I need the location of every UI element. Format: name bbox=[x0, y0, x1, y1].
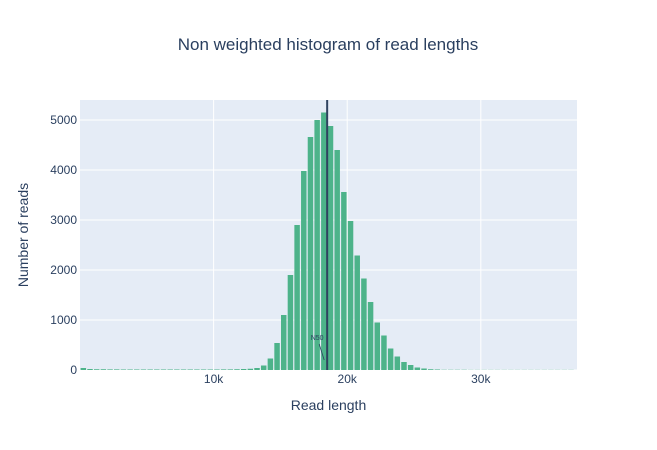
histogram-bar bbox=[220, 369, 227, 370]
histogram-bar bbox=[394, 356, 401, 370]
histogram-bar bbox=[274, 343, 280, 370]
histogram-bar bbox=[127, 369, 133, 370]
y-tick-label: 4000 bbox=[50, 163, 77, 177]
histogram-bar bbox=[187, 369, 193, 370]
y-tick-label: 5000 bbox=[50, 113, 77, 127]
histogram-bar bbox=[281, 315, 287, 370]
histogram-bar bbox=[287, 275, 294, 370]
chart-title: Non weighted histogram of read lengths bbox=[178, 35, 479, 54]
histogram-bar bbox=[107, 369, 113, 370]
histogram-bar bbox=[87, 369, 93, 370]
histogram-bar bbox=[174, 369, 180, 370]
histogram-bar bbox=[367, 302, 374, 370]
x-tick-label: 30k bbox=[471, 372, 491, 386]
histogram-bar bbox=[434, 369, 441, 370]
n50-label: N50 bbox=[311, 335, 324, 342]
histogram-bar bbox=[227, 369, 234, 370]
histogram-bar bbox=[247, 368, 254, 370]
histogram-bar bbox=[214, 369, 220, 370]
histogram-bar bbox=[140, 369, 147, 370]
x-axis-ticks: 10k 20k 30k bbox=[204, 372, 492, 386]
histogram-bar bbox=[301, 171, 307, 370]
histogram-bar bbox=[120, 369, 127, 370]
y-axis-ticks: 0 1000 2000 3000 4000 5000 bbox=[50, 113, 77, 377]
histogram-bar bbox=[427, 369, 434, 370]
histogram-bar bbox=[267, 358, 274, 370]
histogram-bar bbox=[154, 369, 160, 370]
histogram-bar bbox=[414, 367, 421, 370]
histogram-bar bbox=[200, 369, 207, 370]
histogram-bar bbox=[207, 369, 214, 370]
histogram-bar bbox=[240, 369, 247, 370]
y-tick-label: 0 bbox=[70, 363, 77, 377]
histogram-bar bbox=[180, 369, 187, 370]
histogram-bar bbox=[260, 365, 267, 370]
y-tick-label: 2000 bbox=[50, 263, 77, 277]
x-tick-label: 10k bbox=[204, 372, 224, 386]
histogram-bar bbox=[374, 322, 381, 370]
y-axis-title: Number of reads bbox=[15, 183, 31, 287]
histogram-bar bbox=[93, 369, 100, 370]
histogram-bar bbox=[341, 192, 347, 370]
histogram-bar bbox=[160, 369, 167, 370]
histogram-bar bbox=[294, 225, 300, 370]
histogram-bar bbox=[361, 278, 367, 370]
n50-arrow bbox=[318, 343, 325, 361]
histogram-bar bbox=[347, 221, 354, 370]
histogram-bar bbox=[381, 335, 387, 370]
histogram-bar bbox=[387, 348, 394, 370]
histogram-bar bbox=[147, 369, 153, 370]
histogram-bar bbox=[307, 137, 314, 370]
histogram-bar bbox=[194, 369, 200, 370]
y-tick-label: 3000 bbox=[50, 213, 77, 227]
histogram-bar bbox=[234, 369, 240, 370]
histogram-bar bbox=[314, 120, 320, 370]
histogram-bar bbox=[407, 365, 414, 370]
histogram-bar bbox=[354, 255, 360, 370]
histogram-bar bbox=[254, 368, 260, 370]
histogram-bar bbox=[100, 369, 107, 370]
bars bbox=[80, 112, 574, 370]
histogram-bar bbox=[167, 369, 173, 370]
x-axis-title: Read length bbox=[291, 397, 367, 413]
histogram-bar bbox=[401, 362, 407, 370]
histogram-bar bbox=[114, 369, 120, 370]
x-tick-label: 20k bbox=[338, 372, 358, 386]
y-tick-label: 1000 bbox=[50, 313, 77, 327]
histogram-bar bbox=[321, 112, 327, 370]
histogram-bar bbox=[327, 126, 334, 370]
histogram-bar bbox=[334, 150, 340, 370]
histogram-bar bbox=[134, 369, 140, 370]
histogram-bar bbox=[80, 368, 87, 370]
histogram-bar bbox=[421, 368, 427, 370]
n50-marker: N50 bbox=[311, 100, 329, 370]
